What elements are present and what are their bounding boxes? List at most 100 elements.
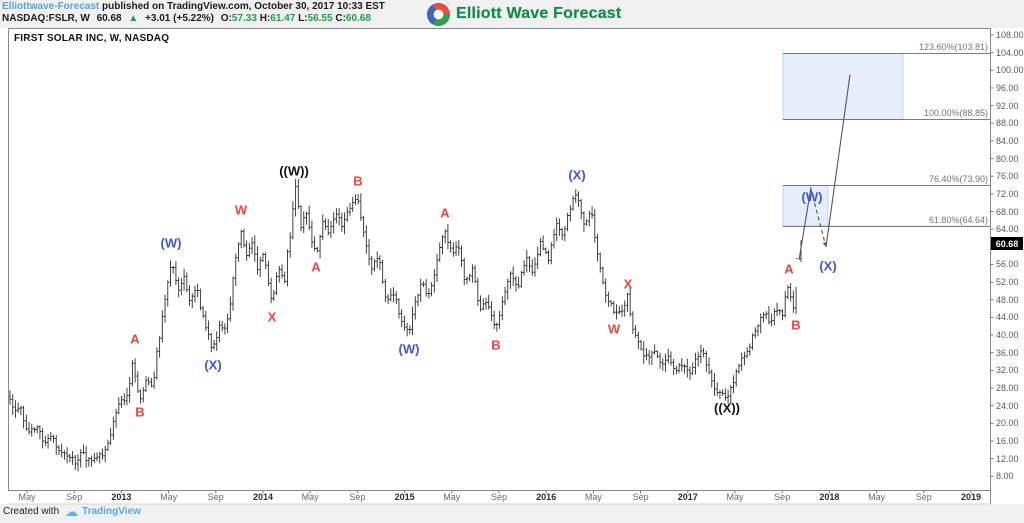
x-axis-label: Sep bbox=[490, 492, 508, 502]
y-axis-label: 44.00 bbox=[996, 312, 1019, 323]
ohlc-key: O: bbox=[220, 13, 232, 24]
y-axis-label: 72.00 bbox=[996, 188, 1019, 199]
wave-label-X: X bbox=[267, 309, 277, 325]
y-axis-label: 20.00 bbox=[996, 418, 1019, 429]
x-axis-label: Sep bbox=[349, 492, 366, 502]
y-axis-label: 56.00 bbox=[996, 259, 1019, 270]
x-axis-label: 2015 bbox=[394, 492, 415, 502]
fib-level-label: 61.80%(64.64) bbox=[928, 215, 988, 226]
y-axis-label: 104.00 bbox=[996, 47, 1024, 58]
fib-level-label: 76.40%(73.90) bbox=[928, 174, 988, 185]
x-axis-label: May bbox=[18, 492, 36, 502]
ohlc-value: 61.47 bbox=[270, 13, 299, 24]
x-axis-label: Sep bbox=[66, 492, 83, 502]
ohlc-key: C: bbox=[335, 13, 346, 24]
x-axis-label: 2016 bbox=[536, 492, 557, 502]
price-change: +3.01 (+5.22%) bbox=[145, 13, 214, 24]
x-axis-label: Sep bbox=[207, 492, 224, 502]
y-axis-label: 32.00 bbox=[996, 365, 1019, 376]
up-arrow-icon: ▲ bbox=[128, 13, 139, 24]
wave-label-W: W bbox=[607, 321, 621, 337]
y-axis-label: 68.00 bbox=[996, 206, 1019, 217]
tradingview-cloud-icon: ☁ bbox=[65, 503, 79, 519]
wave-label-B: B bbox=[135, 404, 145, 420]
created-with-text: Created with bbox=[3, 506, 60, 517]
x-axis-label: 2019 bbox=[960, 492, 982, 502]
wave-label-pWp: (W) bbox=[398, 341, 420, 357]
wave-label-W: W bbox=[234, 202, 248, 218]
x-axis-label: May bbox=[868, 492, 886, 502]
wave-label-A: A bbox=[130, 331, 140, 347]
ohlc-value: 56.55 bbox=[307, 13, 336, 24]
brand-header: Elliott Wave Forecast bbox=[427, 2, 621, 26]
x-axis-label: May bbox=[443, 492, 461, 502]
chart-title: FIRST SOLAR INC, W, NASDAQ bbox=[14, 33, 170, 44]
x-axis-label: 2018 bbox=[819, 492, 840, 502]
wave-label-B: B bbox=[791, 317, 801, 333]
wave-label-A: A bbox=[311, 259, 321, 275]
y-axis-label: 36.00 bbox=[996, 347, 1019, 358]
x-axis-label: Sep bbox=[774, 492, 791, 502]
wave-label-B: B bbox=[491, 337, 501, 353]
symbol-label: NASDAQ:FSLR, W bbox=[2, 13, 90, 24]
ohlc-value: 60.68 bbox=[345, 13, 371, 24]
x-axis-label: Sep bbox=[632, 492, 649, 502]
wave-label-X: X bbox=[623, 276, 633, 292]
last-price: 60.68 bbox=[96, 13, 122, 24]
fib-level-label: 100.00%(88.85) bbox=[923, 108, 988, 119]
y-axis-label: 8.00 bbox=[996, 471, 1014, 482]
attribution-text: published on TradingView.com, October 30… bbox=[99, 1, 385, 12]
x-axis-label: 2017 bbox=[677, 492, 698, 502]
wave-label-A: A bbox=[784, 261, 794, 277]
y-axis-label: 28.00 bbox=[996, 383, 1019, 393]
projection-line bbox=[825, 74, 851, 247]
publisher-link[interactable]: Elliottwave-Forecast bbox=[2, 1, 100, 12]
y-axis-label: 108.00 bbox=[996, 30, 1024, 40]
y-axis-label: 12.00 bbox=[996, 453, 1019, 464]
ohlc-value: 57.33 bbox=[231, 13, 260, 24]
y-axis-label: 100.00 bbox=[996, 65, 1024, 76]
wave-label-pWp: (W) bbox=[801, 189, 823, 205]
ohlc-key: L: bbox=[298, 13, 308, 24]
tradingview-link[interactable]: TradingView bbox=[82, 506, 141, 517]
x-axis-label: May bbox=[301, 492, 319, 502]
elliott-wave-forecast-logo-icon bbox=[427, 2, 450, 26]
quote-line: NASDAQ:FSLR, W 60.68 ▲ +3.01 (+5.22%) O:… bbox=[2, 13, 371, 24]
ohlc-values: O:57.33 H:61.47 L:56.55 C:60.68 bbox=[221, 13, 371, 24]
x-axis-label: May bbox=[160, 492, 178, 502]
last-price-tag: 60.68 bbox=[991, 237, 1023, 251]
y-axis-label: 48.00 bbox=[996, 294, 1019, 305]
x-axis-label: 2014 bbox=[252, 492, 274, 502]
y-axis-label: 16.00 bbox=[996, 435, 1019, 446]
x-axis-label: May bbox=[584, 492, 602, 502]
y-axis-label: 80.00 bbox=[996, 153, 1019, 164]
created-with-footer: Created with ☁ TradingView bbox=[3, 503, 141, 519]
y-axis-label: 88.00 bbox=[996, 118, 1019, 129]
y-axis-label: 96.00 bbox=[996, 82, 1019, 93]
y-axis-label: 40.00 bbox=[996, 330, 1019, 341]
projection-line bbox=[798, 187, 812, 261]
wave-label-pXp: (X) bbox=[819, 258, 837, 274]
wave-label-ppXpp: ((X)) bbox=[714, 400, 740, 416]
ohlc-key: H: bbox=[259, 13, 271, 24]
fib-level-label: 123.60%(103.81) bbox=[918, 42, 988, 53]
attribution-line: Elliottwave-Forecast published on Tradin… bbox=[2, 1, 385, 12]
projection-line bbox=[810, 189, 827, 247]
wave-label-A: A bbox=[440, 205, 450, 221]
brand-name: Elliott Wave Forecast bbox=[456, 5, 622, 22]
x-axis-label: Sep bbox=[915, 492, 932, 502]
y-axis-label: 92.00 bbox=[996, 100, 1019, 111]
x-axis-label: 2013 bbox=[111, 492, 132, 502]
wave-label-pWp: (W) bbox=[160, 235, 182, 251]
wave-label-ppWpp: ((W)) bbox=[279, 163, 309, 179]
wave-label-pXp: (X) bbox=[204, 357, 222, 373]
y-axis-label: 76.00 bbox=[996, 171, 1019, 182]
y-axis-label: 64.00 bbox=[996, 224, 1019, 235]
y-axis-label: 52.00 bbox=[996, 277, 1019, 288]
y-axis-label: 84.00 bbox=[996, 135, 1019, 146]
projection-box bbox=[782, 53, 904, 120]
x-axis-label: May bbox=[726, 492, 744, 502]
price-bars bbox=[8, 178, 803, 472]
wave-label-B: B bbox=[353, 173, 363, 189]
